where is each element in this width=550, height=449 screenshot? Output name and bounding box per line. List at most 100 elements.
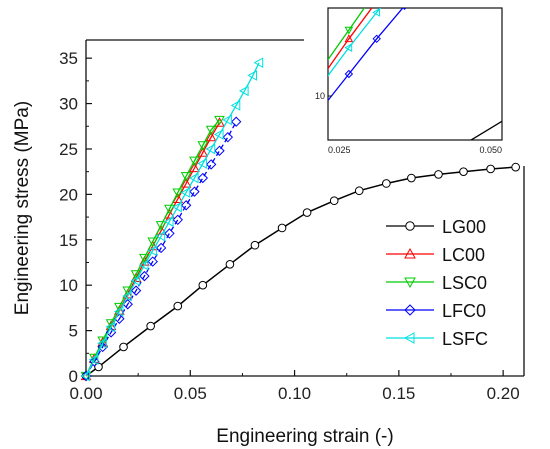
data-point-lsc0 <box>155 221 167 231</box>
data-point-lg00 <box>354 186 364 196</box>
inset-series-layer <box>318 0 502 150</box>
legend-marker-lsc0 <box>404 277 416 289</box>
data-point-lg00 <box>225 259 235 269</box>
legend-label-lsc0: LSC0 <box>442 273 487 293</box>
data-point-lfc0 <box>80 370 92 382</box>
data-point-lg00 <box>407 173 416 183</box>
data-point-lg00 <box>511 162 520 172</box>
data-point-lfc0 <box>214 145 225 156</box>
data-point-lfc0 <box>189 186 200 197</box>
data-point-lsc0 <box>189 156 200 167</box>
data-point-lsfc <box>113 306 124 317</box>
inset-point-lg00 <box>457 144 463 150</box>
y-ticks: 0 5 10 15 20 25 30 35 <box>59 49 92 386</box>
data-point-lc00 <box>197 147 209 157</box>
data-point-lg00 <box>459 167 468 177</box>
x-axis-title: Engineering strain (-) <box>216 426 393 447</box>
data-point-lsc0 <box>164 204 175 215</box>
inset-point-lsc0 <box>344 26 354 35</box>
data-point-lc00 <box>205 131 217 142</box>
inset-point-lsfc <box>344 43 353 52</box>
data-point-lg00 <box>146 321 155 331</box>
data-point-lfc0 <box>205 159 217 170</box>
data-point-lsfc <box>105 321 116 333</box>
legend-marker-lsfc <box>403 332 415 344</box>
data-point-lsfc <box>155 230 166 242</box>
data-point-lsfc <box>122 290 132 302</box>
data-point-lsfc <box>188 172 199 184</box>
x-tick-label: 0.10 <box>278 384 311 403</box>
data-point-lfc0 <box>180 200 192 211</box>
data-point-lsfc <box>147 245 157 257</box>
data-point-lsc0 <box>139 253 150 264</box>
y-tick-label: 15 <box>59 231 78 250</box>
data-point-lc00 <box>172 193 184 204</box>
legend: LG00 LC00 LSC0 LFC0 LSFC <box>386 217 488 349</box>
y-tick-label: 25 <box>59 140 78 159</box>
data-point-lg00 <box>277 223 287 233</box>
y-tick-label: 30 <box>59 95 78 114</box>
x-tick-label: 0.05 <box>174 384 207 403</box>
data-point-lsfc <box>180 187 191 198</box>
data-point-lsfc <box>163 216 174 227</box>
legend-marker-lg00 <box>405 221 415 231</box>
data-point-lsc0 <box>80 371 92 382</box>
data-point-lfc0 <box>139 270 150 282</box>
data-point-lsfc <box>172 201 182 213</box>
data-point-lsc0 <box>97 336 109 347</box>
data-point-lsfc <box>205 143 216 155</box>
data-point-lsfc <box>253 57 264 69</box>
data-point-lsc0 <box>147 237 159 248</box>
y-tick-label: 0 <box>69 367 78 386</box>
data-point-lfc0 <box>197 172 209 184</box>
legend-label-lg00: LG00 <box>442 217 486 237</box>
legend-label-lfc0: LFC0 <box>442 301 486 321</box>
data-point-lfc0 <box>97 341 108 353</box>
data-point-lsfc <box>80 370 91 382</box>
inset-frame <box>327 7 503 141</box>
data-point-lg00 <box>173 301 183 311</box>
inset-point-lsfc <box>372 8 381 17</box>
data-point-lsfc <box>97 337 107 349</box>
data-point-lsc0 <box>214 115 225 126</box>
x-ticks: 0.00 0.05 0.10 0.15 0.20 <box>69 370 520 403</box>
data-point-lc00 <box>189 162 200 173</box>
legend-marker-lc00 <box>404 247 416 259</box>
inset-point-lfc0 <box>344 69 354 79</box>
data-point-lfc0 <box>147 256 158 267</box>
series-line-lsfc <box>85 62 260 377</box>
data-point-lg00 <box>119 342 128 352</box>
data-point-lsfc <box>230 100 241 111</box>
inset-point-lsfc <box>318 82 324 89</box>
data-point-lsfc <box>138 259 149 271</box>
data-point-lsfc <box>197 158 207 169</box>
data-point-lg00 <box>486 164 495 174</box>
data-point-lsc0 <box>172 188 184 199</box>
data-point-lfc0 <box>155 242 167 254</box>
data-point-lfc0 <box>172 214 183 226</box>
inset-point-lfc0 <box>402 8 407 11</box>
inset-point-lsc0 <box>318 67 325 73</box>
data-point-lg00 <box>434 170 443 179</box>
data-point-lsfc <box>238 85 249 97</box>
x-tick-label: 0.20 <box>487 384 520 403</box>
legend-marker-lfc0 <box>404 304 416 316</box>
data-point-lsfc <box>213 129 224 140</box>
inset-point-lc00 <box>318 75 325 81</box>
data-point-lfc0 <box>130 285 142 296</box>
data-point-lfc0 <box>164 228 175 239</box>
y-tick-label: 10 <box>59 276 78 295</box>
data-point-lsc0 <box>180 172 192 182</box>
data-point-lsc0 <box>205 125 217 136</box>
data-point-lg00 <box>250 240 260 250</box>
main-plot-area: 0.00 0.05 0.10 0.15 0.20 0 5 10 15 20 25 30 35 Engi… <box>12 39 525 447</box>
inset-point-lfc0 <box>318 106 325 113</box>
series-layer <box>80 57 520 382</box>
data-point-lg00 <box>382 179 391 188</box>
data-point-lg00 <box>94 362 103 372</box>
data-point-lsc0 <box>130 270 142 280</box>
inset-point-lc00 <box>373 0 380 4</box>
inset-y-tick-label: 10 <box>315 91 325 101</box>
data-point-lg00 <box>302 208 312 217</box>
